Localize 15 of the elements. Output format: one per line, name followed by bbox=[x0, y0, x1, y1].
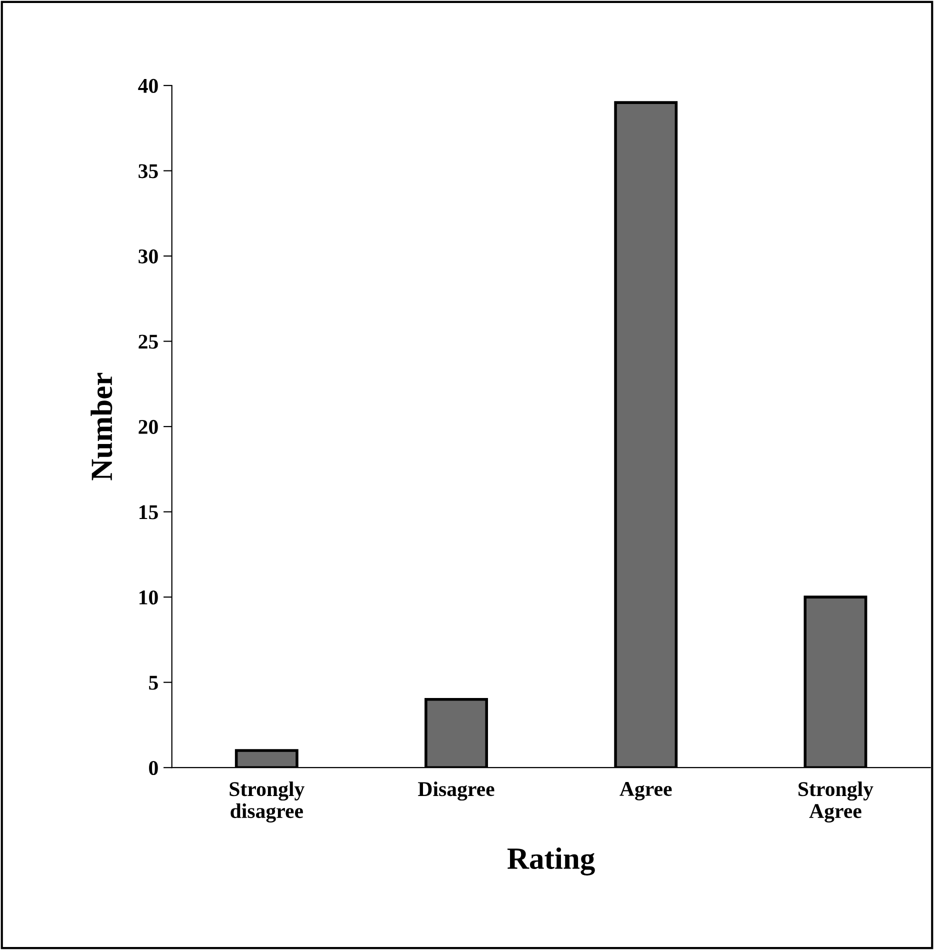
y-tick-label: 20 bbox=[138, 420, 158, 434]
x-tick-label: Strongly Agree bbox=[798, 781, 874, 822]
y-tick-label: 15 bbox=[140, 505, 158, 520]
x-tick-label: Disagree bbox=[418, 781, 494, 801]
y-axis-title: Number bbox=[90, 372, 112, 480]
y-tick-label: 25 bbox=[138, 334, 158, 349]
y-tick-label: 5 bbox=[149, 676, 158, 690]
y-tick-label: 30 bbox=[138, 249, 158, 264]
x-axis-title: Rating bbox=[507, 847, 595, 876]
x-tick-label: Agree bbox=[620, 782, 672, 800]
x-tick-label: Strongly disagree bbox=[230, 781, 304, 822]
y-tick-label: 40 bbox=[138, 78, 158, 93]
y-tick-label: 10 bbox=[140, 590, 158, 605]
y-tick-label: 35 bbox=[138, 164, 158, 178]
y-tick-label: 0 bbox=[149, 760, 158, 776]
